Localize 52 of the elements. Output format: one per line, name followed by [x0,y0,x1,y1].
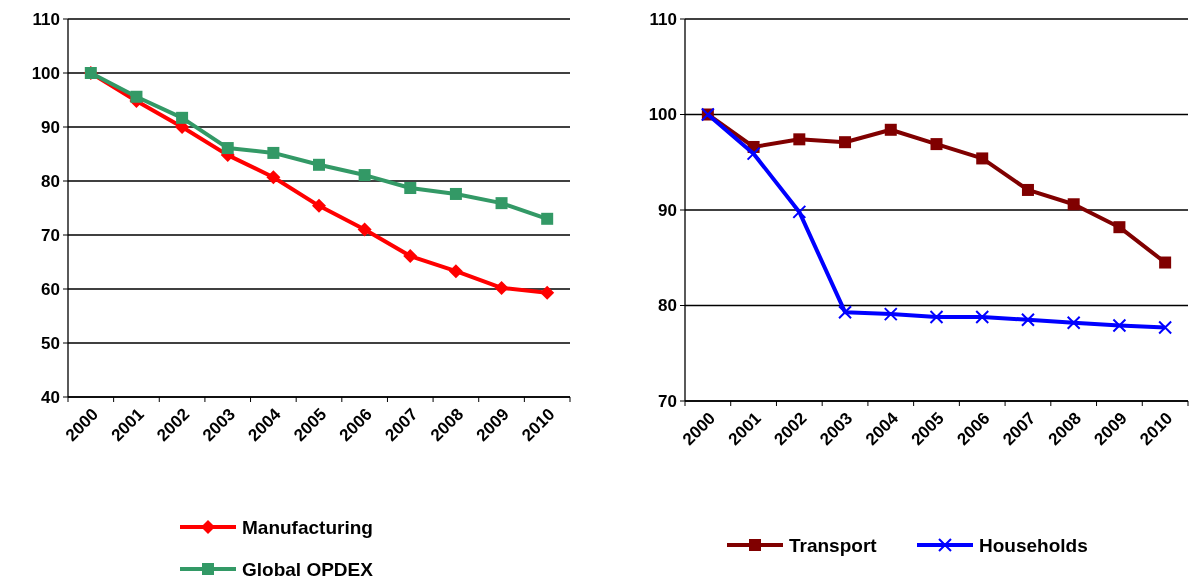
legend-label: Transport [789,534,878,556]
y-tick-label: 40 [41,387,60,407]
y-tick-label: 70 [658,391,677,411]
point [448,264,463,279]
y-tick-label: 80 [41,171,60,191]
legend-label: Manufacturing [242,516,373,538]
point [267,146,280,159]
legend-label: Global OPDEX [242,558,374,580]
y-tick-label: 90 [658,200,677,220]
point [313,158,325,171]
point [312,198,326,213]
point [792,204,807,219]
point [793,133,806,146]
y-tick-label: 80 [658,296,677,316]
y-tick-label: 60 [41,279,60,299]
point [221,142,234,155]
point [1158,320,1173,335]
point [929,309,944,324]
point [1159,256,1172,269]
point [838,305,853,320]
point [1113,221,1126,234]
point [357,222,372,237]
point [404,182,417,195]
point [1021,183,1034,196]
point [1112,318,1127,333]
y-tick-label: 90 [41,117,60,137]
point [495,197,508,210]
point [839,136,852,149]
y-tick-label: 110 [649,9,677,29]
y-tick-label: 50 [41,333,60,353]
point [1067,198,1080,211]
point [541,212,554,225]
point [266,170,281,185]
point [494,280,509,295]
point [1020,312,1035,327]
point [976,152,989,165]
point [930,138,943,151]
y-tick-label: 70 [41,225,60,245]
y-tick-label: 100 [648,105,677,125]
legend-label: Households [979,534,1088,556]
point [1066,315,1081,330]
point [403,249,418,264]
point [975,309,990,324]
point [176,111,189,124]
point [449,187,462,200]
y-tick-label: 100 [31,63,60,83]
y-tick-label: 110 [32,9,60,29]
point [884,123,897,136]
point [130,90,143,103]
point [883,307,898,322]
point [540,285,555,300]
point [358,169,371,182]
